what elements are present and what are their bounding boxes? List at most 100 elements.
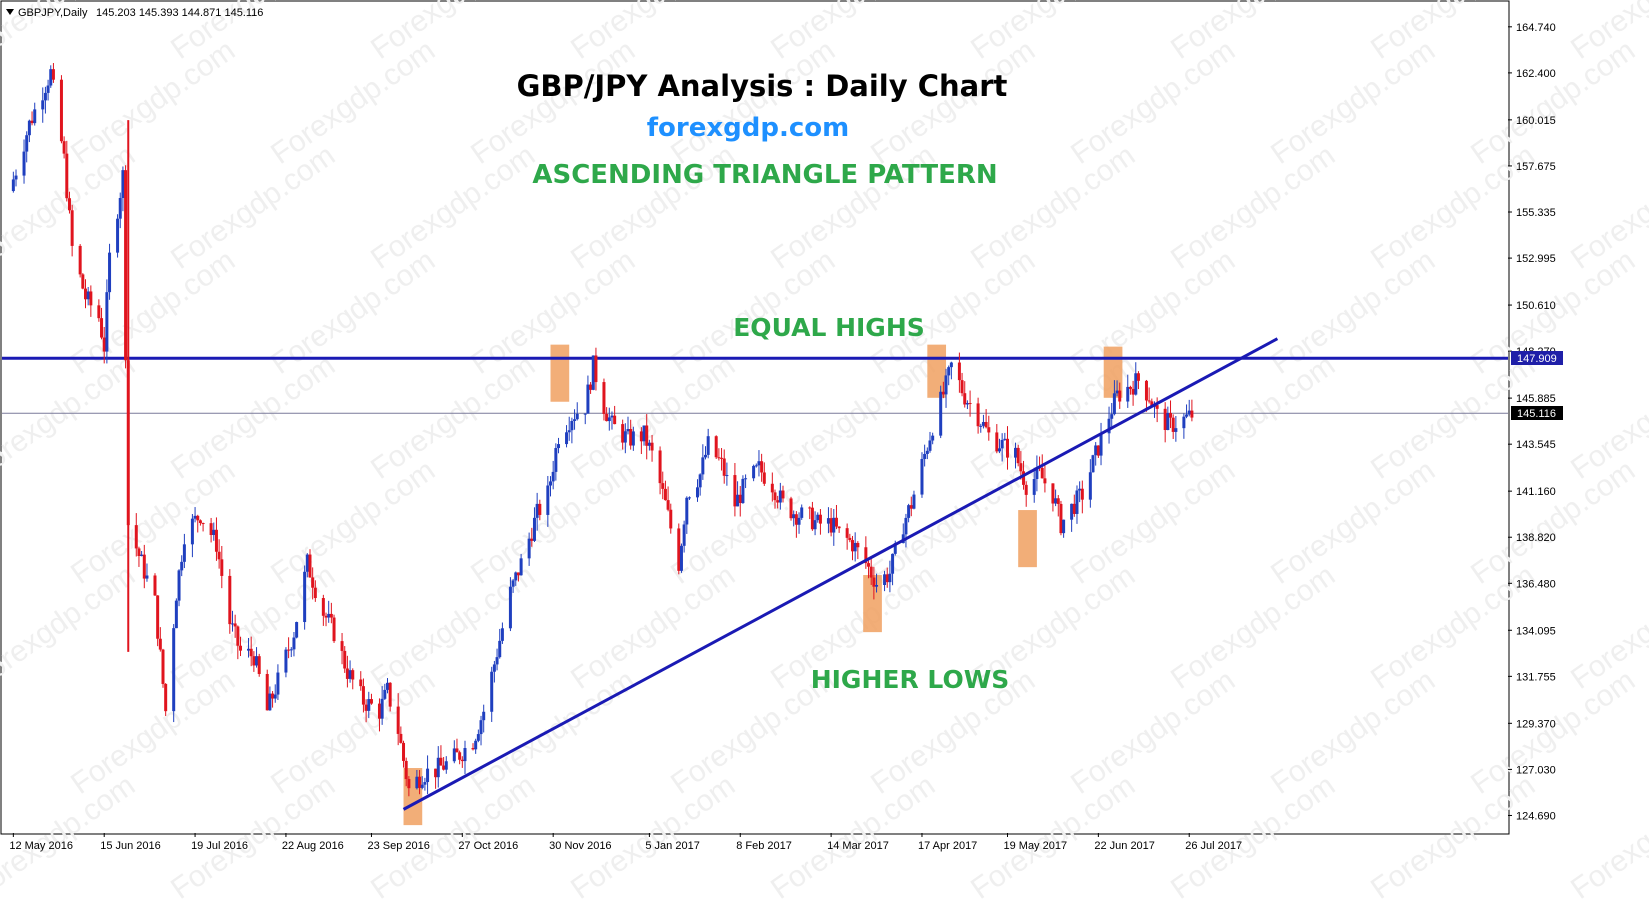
candle-bull	[826, 518, 830, 524]
candle-bear	[455, 748, 459, 753]
candle-bear	[396, 706, 400, 734]
candle-bear	[1019, 463, 1023, 472]
candle-bull	[704, 454, 708, 458]
candle-bull	[276, 672, 280, 695]
candle-bull	[546, 485, 550, 515]
candle-bull	[565, 432, 569, 445]
candle-bear	[639, 431, 643, 442]
y-tick-label: 141.160	[1516, 486, 1556, 498]
candle-bear	[369, 699, 373, 704]
candle-bear	[100, 318, 104, 338]
y-tick-label: 143.545	[1516, 439, 1556, 451]
candle-bull	[273, 694, 277, 699]
candle-bear	[613, 415, 617, 425]
candle-bull	[800, 507, 804, 518]
candle-bull	[1088, 472, 1092, 500]
candle-bear	[530, 538, 534, 541]
candle-bear	[720, 457, 724, 459]
candle-bull	[1091, 455, 1095, 473]
candle-bear	[1136, 373, 1140, 381]
candle-bear	[62, 141, 66, 154]
candle-bull	[567, 430, 571, 433]
candle-bull	[573, 419, 577, 421]
candle-bear	[361, 686, 365, 705]
candle-bear	[733, 475, 737, 507]
candle-bull	[511, 580, 515, 587]
candle-bear	[968, 403, 972, 405]
candle-bear	[650, 442, 654, 451]
candle-bear	[65, 153, 69, 199]
candle-bull	[289, 649, 293, 651]
candle-bear	[1155, 405, 1159, 409]
candle-bear	[957, 362, 961, 381]
candle-bull	[1000, 439, 1004, 449]
candle-bull	[797, 517, 801, 525]
candle-bear	[1118, 390, 1122, 402]
y-tick-label: 138.820	[1516, 532, 1556, 544]
candle-bear	[760, 461, 764, 473]
candle-bull	[86, 291, 90, 300]
candle-bear	[158, 638, 162, 650]
candle-bull	[575, 413, 579, 420]
candle-bear	[220, 559, 224, 576]
candle-bear	[960, 380, 964, 394]
x-tick-label: 23 Sep 2016	[367, 840, 429, 852]
candle-bear	[67, 198, 71, 211]
candle-bear	[1080, 488, 1084, 500]
candle-bull	[554, 448, 558, 472]
candle-bull	[284, 649, 288, 673]
candle-bear	[30, 120, 34, 124]
candle-bull	[642, 425, 646, 442]
candle-bear	[329, 613, 333, 618]
x-tick-label: 30 Nov 2016	[549, 840, 611, 852]
candle-bull	[893, 543, 897, 554]
candle-bear	[602, 382, 606, 414]
candle-bull	[482, 711, 486, 721]
candle-bear	[1169, 412, 1173, 418]
candle-bull	[682, 524, 686, 546]
candle-bull	[527, 538, 531, 559]
candle-bull	[49, 69, 53, 86]
candle-bull	[108, 252, 112, 293]
candle-bull	[474, 740, 478, 750]
candle-bull	[145, 575, 149, 579]
candle-bull	[701, 457, 705, 475]
candle-bull	[25, 135, 29, 152]
candle-bull	[327, 613, 331, 618]
candle-bear	[236, 626, 240, 646]
candle-bull	[295, 622, 299, 638]
y-tick-label: 157.675	[1516, 161, 1556, 173]
candle-bull	[947, 367, 951, 376]
candle-bull	[498, 640, 502, 658]
candle-bear	[976, 403, 980, 427]
candle-bull	[415, 776, 419, 789]
candle-bear	[134, 525, 138, 549]
candle-bull	[557, 444, 561, 449]
candle-bear	[1190, 410, 1194, 418]
candle-bear	[1096, 445, 1100, 456]
candle-bear	[460, 759, 464, 762]
candle-bull	[1126, 386, 1130, 402]
candle-bull	[230, 623, 234, 625]
candle-bear	[834, 517, 838, 527]
chart-title: GBP/JPY Analysis : Daily Chart	[517, 69, 1008, 103]
candle-bear	[856, 542, 860, 548]
candle-bear	[1024, 484, 1028, 495]
candle-bear	[388, 682, 392, 707]
candle-bear	[407, 779, 411, 789]
candle-bear	[1131, 388, 1135, 395]
candle-bear	[78, 245, 82, 275]
resistance-tag-bg	[1511, 351, 1563, 365]
candle-bear	[124, 170, 128, 361]
resistance-tag-text: 147.909	[1517, 353, 1557, 365]
candle-bear	[404, 760, 408, 780]
candle-bear	[70, 210, 74, 246]
candle-bear	[228, 575, 232, 625]
candle-bull	[741, 478, 745, 504]
candle-bear	[885, 574, 889, 583]
dropdown-triangle-icon[interactable]	[6, 9, 14, 15]
candle-bear	[645, 425, 649, 446]
x-tick-label: 19 Jul 2016	[191, 840, 248, 852]
